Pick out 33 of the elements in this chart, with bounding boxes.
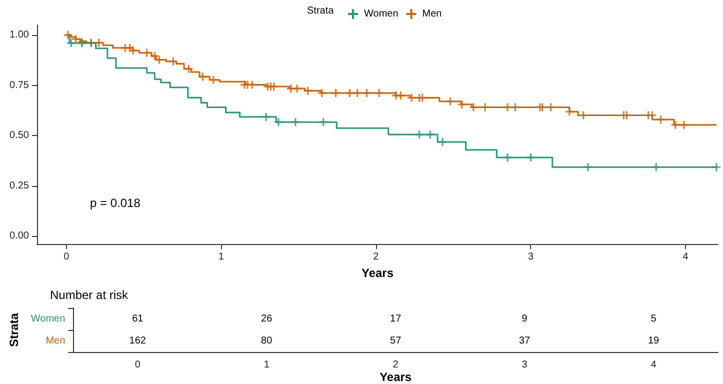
y-axis-title: Strata: [7, 312, 21, 348]
data-label: 9: [522, 314, 528, 325]
data-label: 162: [129, 336, 146, 347]
data-label: 26: [261, 314, 273, 325]
x-tick-label: 4: [682, 252, 689, 263]
data-label: 17: [390, 314, 402, 325]
data-label: 37: [518, 336, 531, 347]
x-tick-label: 0: [64, 252, 70, 263]
data-label: 57: [390, 336, 402, 347]
x-tick-label: 0: [134, 360, 141, 371]
y-tick-label: 1.00: [10, 30, 30, 41]
x-tick-label: 3: [528, 252, 534, 263]
data-label: 5: [650, 314, 657, 325]
x-axis-title: Years: [380, 370, 412, 384]
data-label: 61: [132, 314, 144, 325]
chart-title: Number at risk: [50, 288, 130, 302]
y-tick-label: 0.50: [10, 130, 30, 142]
y-tick-label: 0.25: [10, 180, 30, 192]
x-tick-label: 1: [264, 360, 270, 371]
legend-title: Strata: [307, 6, 334, 16]
annotation: p = 0.018: [90, 196, 141, 210]
x-tick-label: 3: [522, 360, 528, 371]
x-tick-label: 2: [392, 360, 399, 371]
x-tick-label: 4: [650, 360, 657, 371]
y-tick-label: 0.00: [10, 230, 30, 242]
data-label: 19: [648, 336, 660, 347]
x-tick-label: 1: [218, 252, 224, 263]
legend-label: Women: [364, 8, 398, 20]
legend-label: Men: [422, 8, 442, 20]
data-label: 80: [261, 336, 273, 347]
x-tick-label: 2: [373, 252, 380, 263]
x-axis-title: Years: [361, 266, 394, 280]
y-tick-label: 0.75: [10, 80, 30, 91]
